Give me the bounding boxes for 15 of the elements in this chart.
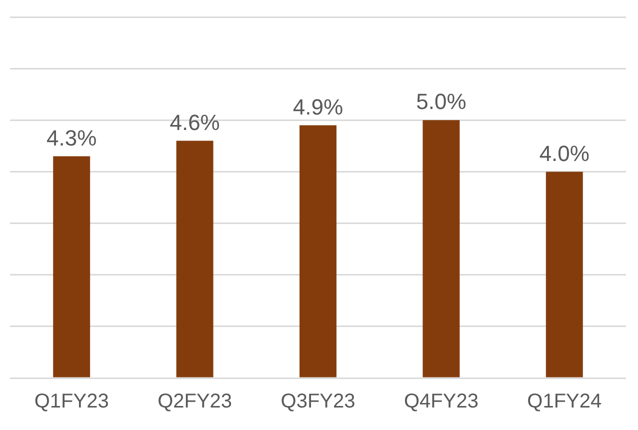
bar [53,156,90,378]
data-label: 4.9% [292,94,344,120]
data-label: 4.0% [539,140,590,166]
bar [176,140,214,378]
data-label: 4.6% [170,110,220,135]
bar [422,120,460,378]
data-label: 4.3% [46,125,97,150]
data-label: 5.0% [416,89,466,114]
x-tick-label: Q3FY23 [280,390,356,413]
x-tick-label: Q2FY23 [158,390,232,413]
x-tick-label: Q1FY24 [527,390,602,413]
x-tick-label: Q1FY23 [34,390,109,413]
bar [300,125,336,378]
x-tick-label: Q4FY23 [404,390,478,413]
bar [546,172,583,378]
